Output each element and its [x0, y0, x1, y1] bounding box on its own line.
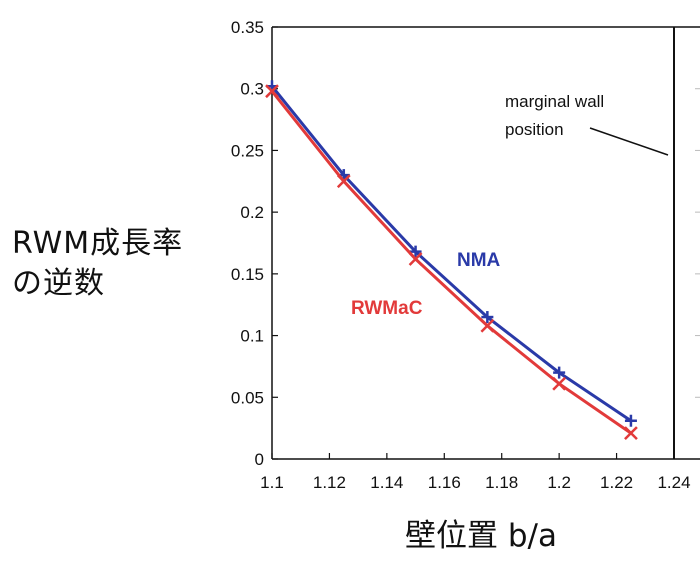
- x-tick-label: 1.2: [547, 473, 571, 492]
- marker-x: [624, 426, 638, 440]
- x-tick-label: 1.18: [485, 473, 518, 492]
- y-tick-label: 0.3: [240, 80, 264, 99]
- y-tick-label: 0.15: [231, 265, 264, 284]
- y-tick-label: 0: [255, 450, 264, 469]
- series-label-nma: NMA: [457, 250, 501, 271]
- y-axis-label-line-1: RWM成長率: [12, 226, 184, 261]
- x-tick-label: 1.1: [260, 473, 284, 492]
- marker-x: [552, 376, 567, 391]
- x-tick-label: 1.12: [313, 473, 346, 492]
- y-tick-label: 0.25: [231, 141, 264, 160]
- series-line-nma: [270, 85, 632, 422]
- y-tick-label: 0.35: [231, 18, 264, 37]
- y-tick-label: 0.1: [240, 327, 264, 346]
- annotation-arrow: [589, 127, 669, 156]
- x-tick-label: 1.16: [428, 473, 461, 492]
- y-tick-label: 0.05: [231, 388, 264, 407]
- x-axis-label: 壁位置 b/a: [405, 518, 557, 554]
- marker-x: [408, 252, 423, 266]
- x-tick-label: 1.14: [370, 473, 403, 492]
- annotation-line-2: position: [505, 120, 564, 139]
- y-tick-label: 0.2: [240, 203, 264, 222]
- marker-x: [480, 318, 495, 333]
- series-label-rwmac: RWMaC: [351, 298, 423, 319]
- x-tick-label: 1.22: [600, 473, 633, 492]
- marker-x: [265, 84, 279, 99]
- y-axis-label-line-2: の逆数: [12, 266, 105, 301]
- annotation-line-1: marginal wall: [505, 92, 604, 111]
- x-tick-label: 1.24: [657, 473, 690, 492]
- series-line-rwmac: [270, 90, 632, 435]
- marker-x: [336, 174, 351, 189]
